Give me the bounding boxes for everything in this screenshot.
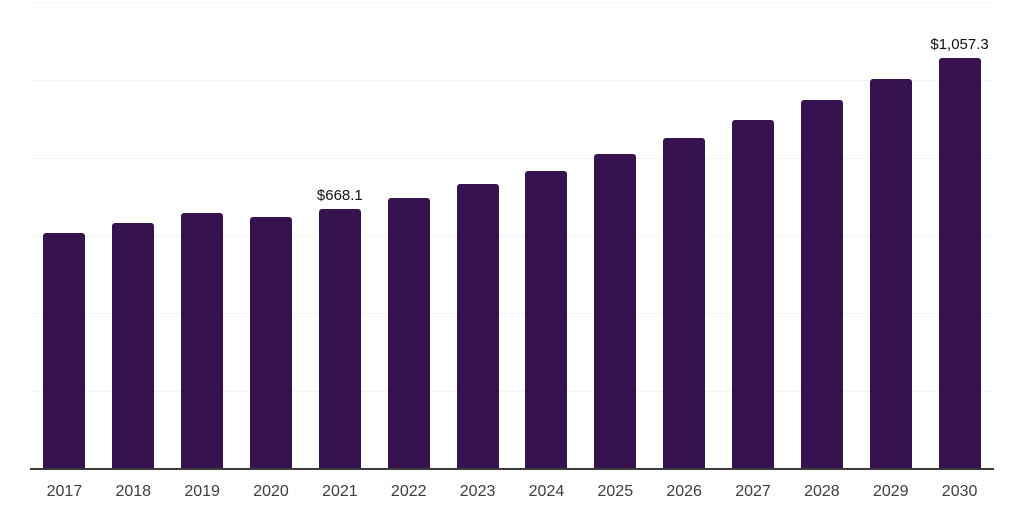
bar-2018 [112,222,155,469]
gridline [30,235,994,237]
x-axis-line [30,468,994,470]
x-tick-label-2029: 2029 [872,483,909,500]
bar-2021 [318,209,361,469]
x-tick-label-2019: 2019 [184,483,220,500]
x-tick-label-2028: 2028 [804,483,840,500]
bar-2017 [43,232,86,469]
bar-2024 [525,170,568,469]
bar-2022 [387,197,430,469]
x-tick-label-2027: 2027 [735,483,771,500]
x-axis-labels: 2017 2018 2019 2020 2021 2022 2023 2024 2025 2026… [30,483,994,501]
x-tick-label-2023: 2023 [459,483,496,500]
gridline [30,2,994,3]
bar-2023 [456,184,499,469]
gridline [30,157,994,159]
plot-area: $668.1 $1,057.3 [30,2,994,469]
x-tick-label-2017: 2017 [46,483,83,500]
x-tick-label-2026: 2026 [666,483,702,500]
x-tick-label-2030: 2030 [941,483,978,500]
bar-2030 [938,57,981,469]
bar-2029 [869,78,912,469]
bar-2026 [663,138,706,469]
gridline [30,391,994,393]
x-tick-label-2018: 2018 [115,483,152,500]
x-tick-label-2022: 2022 [390,483,427,500]
x-tick-label-2021: 2021 [322,483,358,500]
bar-2028 [800,100,843,469]
bar-2020 [250,216,292,469]
gridline [30,79,994,81]
x-tick-label-2020: 2020 [253,483,289,500]
x-tick-label-2024: 2024 [528,483,565,500]
gridline [30,313,994,315]
bar-value-label-2030: $1,057.3 [930,35,989,53]
x-tick-label-2025: 2025 [597,483,634,500]
bar-value-label-2021: $668.1 [316,187,363,204]
bar-2027 [732,120,774,469]
bar-2025 [594,154,637,469]
bar-2019 [181,212,224,469]
